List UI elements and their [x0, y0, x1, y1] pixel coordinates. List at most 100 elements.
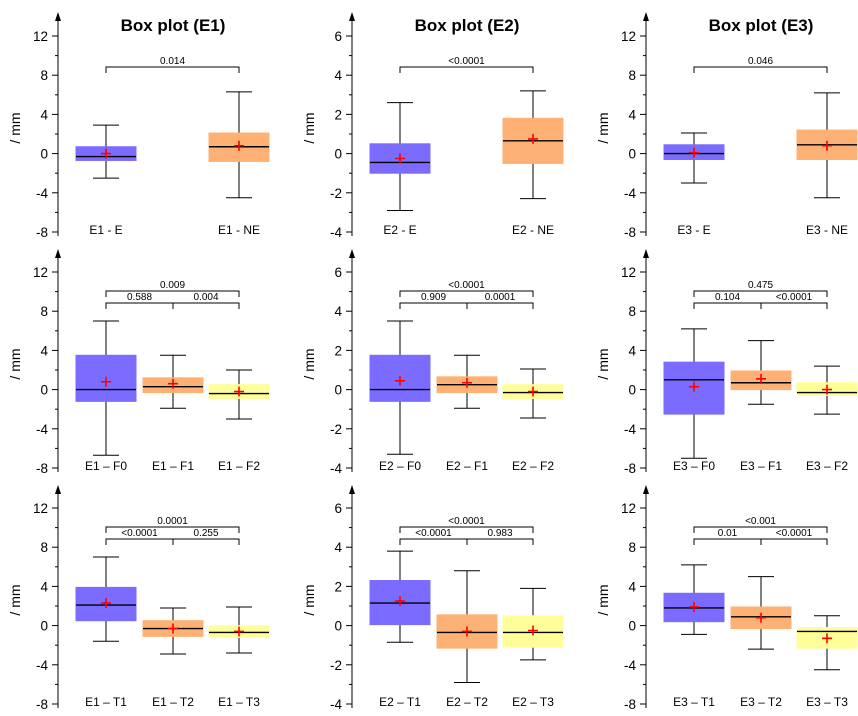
significance-bracket: <0.0001 — [105, 528, 174, 545]
p-value-label: <0.0001 — [448, 280, 485, 291]
box-F1 — [730, 340, 792, 405]
y-tick-label: -2 — [330, 422, 342, 437]
y-axis-label: / mm — [7, 584, 23, 615]
bracket-line — [105, 66, 240, 73]
bracket-line — [172, 538, 240, 545]
box-NE — [502, 90, 564, 200]
y-tick-label: 4 — [628, 579, 636, 594]
y-tick-label: -2 — [330, 186, 342, 201]
category-label: E2 - E — [383, 223, 416, 237]
y-tick-label: 2 — [334, 579, 342, 594]
y-tick-label: 8 — [40, 540, 48, 555]
bracket-line — [105, 290, 240, 297]
category-label: E3 – T2 — [740, 695, 782, 709]
category-label: E1 – F2 — [218, 459, 260, 473]
y-tick-label: -8 — [624, 225, 636, 240]
y-tick-label: -4 — [330, 697, 342, 712]
p-value-label: 0.983 — [487, 528, 512, 539]
category-label: E2 - NE — [512, 223, 554, 237]
box-F1 — [142, 354, 204, 409]
mean-marker — [234, 626, 244, 637]
significance-bracket: 0.475 — [693, 280, 828, 297]
box-T1 — [75, 556, 137, 642]
y-axis-arrow — [55, 249, 61, 258]
y-tick-label: 8 — [628, 304, 636, 319]
category-label: E3 – T1 — [673, 695, 715, 709]
box-plot-panel-8: -4 -2 0 2 4 6 / mm E2 – T1 E2 – T2 E2 – T3 <0.0001… — [301, 485, 564, 712]
mean-marker — [462, 377, 472, 388]
y-tick-label: 4 — [334, 540, 342, 555]
box-plot-panel-4: -8 -4 0 4 8 12 / mm E1 – F0 E1 – F1 E1 – F2 0.009 0… — [7, 249, 270, 476]
box-T1 — [663, 564, 725, 635]
panel-title: Box plot (E2) — [415, 16, 520, 35]
box-T2 — [142, 607, 204, 655]
mean-marker — [168, 623, 178, 634]
box-plot-panel-9: -8 -4 0 4 8 12 / mm E3 – T1 E3 – T2 E3 – T3 <0.001… — [595, 485, 858, 712]
category-label: E1 - E — [89, 223, 122, 237]
box-F2 — [502, 368, 564, 419]
box-F0 — [369, 320, 431, 455]
p-value-label: <0.0001 — [121, 528, 158, 539]
y-axis-label: / mm — [595, 584, 611, 615]
y-tick-label: 8 — [628, 68, 636, 83]
p-value-label: 0.046 — [748, 56, 773, 67]
significance-bracket: <0.0001 — [760, 292, 828, 309]
y-tick-label: 0 — [628, 147, 636, 162]
box-NE — [208, 91, 270, 199]
mean-marker — [101, 148, 111, 159]
bracket-line — [399, 538, 468, 545]
y-tick-label: 4 — [334, 304, 342, 319]
bracket-line — [693, 302, 762, 309]
y-tick-label: 0 — [40, 147, 48, 162]
category-label: E1 – T2 — [152, 695, 194, 709]
p-value-label: 0.009 — [160, 280, 185, 291]
y-axis-label: / mm — [301, 584, 317, 615]
y-tick-label: 0 — [334, 383, 342, 398]
p-value-label: 0.255 — [193, 528, 218, 539]
y-tick-label: 2 — [334, 107, 342, 122]
bracket-line — [693, 66, 828, 73]
category-label: E3 – F2 — [806, 459, 848, 473]
y-axis-label: / mm — [7, 348, 23, 379]
category-label: E1 - NE — [218, 223, 260, 237]
p-value-label: 0.0001 — [485, 292, 516, 303]
significance-bracket: 0.004 — [172, 292, 240, 309]
mean-marker — [689, 601, 699, 612]
significance-bracket: 0.046 — [693, 56, 828, 73]
y-tick-label: 0 — [334, 147, 342, 162]
y-tick-label: 4 — [628, 107, 636, 122]
significance-bracket: 0.909 — [399, 292, 468, 309]
category-label: E3 - NE — [806, 223, 848, 237]
significance-bracket: <0.0001 — [399, 56, 534, 73]
bracket-line — [105, 538, 174, 545]
y-tick-label: 12 — [33, 501, 48, 516]
y-tick-label: -2 — [330, 658, 342, 673]
box-E — [369, 102, 431, 211]
significance-bracket: 0.014 — [105, 56, 240, 73]
y-tick-label: 4 — [334, 68, 342, 83]
box-T2 — [436, 570, 498, 683]
y-tick-label: 8 — [40, 68, 48, 83]
category-label: E3 – F0 — [673, 459, 715, 473]
mean-marker — [756, 373, 766, 384]
y-tick-label: -4 — [624, 658, 636, 673]
category-label: E2 – T1 — [379, 695, 421, 709]
category-label: E2 – F0 — [379, 459, 421, 473]
bracket-line — [466, 302, 534, 309]
category-label: E1 – F0 — [85, 459, 127, 473]
y-tick-label: 0 — [40, 619, 48, 634]
mean-marker — [168, 378, 178, 389]
y-tick-label: 12 — [621, 29, 636, 44]
significance-bracket: 0.588 — [105, 292, 174, 309]
bracket-line — [105, 526, 240, 533]
mean-marker — [822, 633, 832, 644]
bracket-line — [399, 290, 534, 297]
y-tick-label: 4 — [40, 107, 48, 122]
box-plot-panel-7: -8 -4 0 4 8 12 / mm E1 – T1 E1 – T2 E1 – T3 0.0001… — [7, 485, 270, 712]
y-tick-label: 12 — [33, 29, 48, 44]
box-T3 — [796, 615, 858, 671]
y-tick-label: 4 — [40, 579, 48, 594]
y-tick-label: 0 — [628, 383, 636, 398]
y-tick-label: -4 — [624, 186, 636, 201]
p-value-label: 0.588 — [127, 292, 152, 303]
